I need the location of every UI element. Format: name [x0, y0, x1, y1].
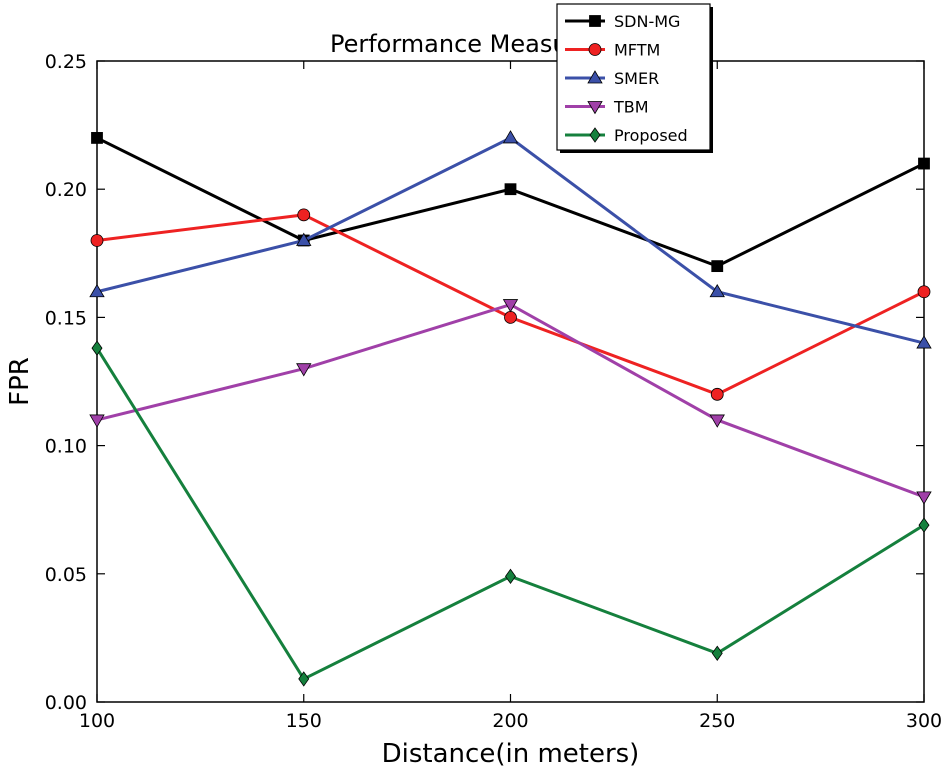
x-axis-label: Distance(in meters) [382, 739, 640, 769]
data-point-sdn-mg [504, 183, 517, 196]
data-point-proposed [298, 671, 310, 687]
data-point-smer [502, 130, 519, 144]
series-layer [89, 130, 932, 687]
series-smer [89, 130, 932, 349]
data-point-smer [709, 283, 725, 298]
y-axis-label: FPR [5, 357, 35, 406]
y-tick-label: 0.10 [45, 436, 87, 458]
data-point-mftm [297, 208, 311, 222]
data-point-proposed [711, 645, 723, 661]
legend-label: MFTM [614, 41, 660, 60]
legend-label: Proposed [614, 126, 688, 145]
legend-item-tbm: TBM [565, 98, 649, 117]
x-tick-label: 100 [79, 710, 115, 732]
x-tick-label: 200 [492, 710, 528, 732]
y-tick-label: 0.25 [45, 51, 87, 73]
data-point-proposed [505, 568, 516, 585]
x-tick-label: 300 [906, 710, 942, 732]
data-point-proposed [91, 340, 103, 356]
legend-item-sdn-mg: SDN-MG [565, 12, 680, 31]
data-point-tbm [502, 299, 519, 313]
y-tick-label: 0.20 [45, 179, 87, 201]
legend-item-smer: SMER [565, 69, 659, 88]
legend-item-proposed: Proposed [565, 126, 688, 145]
data-point-mftm [90, 234, 104, 247]
legend: SDN-MG MFTM SMER TBM Proposed [556, 3, 713, 153]
plot-frame [96, 60, 925, 703]
data-point-tbm [709, 414, 725, 428]
legend-label: TBM [613, 98, 649, 117]
data-point-mftm [917, 285, 931, 299]
data-point-smer [916, 335, 932, 349]
data-point-tbm [89, 414, 105, 428]
data-point-sdn-mg [711, 260, 724, 273]
legend-marker [589, 127, 601, 143]
y-tick-label: 0.15 [45, 307, 87, 329]
data-point-proposed [918, 517, 930, 533]
legend-marker [588, 43, 602, 56]
legend-marker [589, 15, 601, 27]
data-point-smer [296, 232, 312, 246]
legend-item-mftm: MFTM [565, 41, 660, 60]
data-point-tbm [296, 363, 312, 377]
legend-marker [587, 70, 603, 84]
data-point-mftm [710, 387, 724, 401]
y-tick-label: 0.00 [45, 692, 87, 714]
data-point-smer [89, 283, 105, 298]
legend-label: SMER [614, 69, 659, 88]
series-proposed [91, 340, 930, 687]
data-point-sdn-mg [918, 157, 930, 170]
series-tbm [89, 299, 932, 505]
y-tick-label: 0.05 [45, 564, 87, 586]
legend-label: SDN-MG [614, 12, 680, 31]
x-tick-label: 250 [699, 710, 735, 732]
data-point-mftm [504, 310, 517, 324]
axis-ticks: 100 150 200 250 300 0.00 0.05 0.10 0.15 0.20 0.25 [45, 51, 942, 732]
legend-marker [587, 101, 603, 115]
plot-area: 100 150 200 250 300 0.00 0.05 0.10 0.15 0.20 0.25 [45, 51, 942, 732]
data-point-tbm [916, 491, 932, 505]
x-tick-label: 150 [286, 710, 322, 732]
series-mftm [90, 208, 931, 401]
data-point-sdn-mg [91, 132, 103, 144]
